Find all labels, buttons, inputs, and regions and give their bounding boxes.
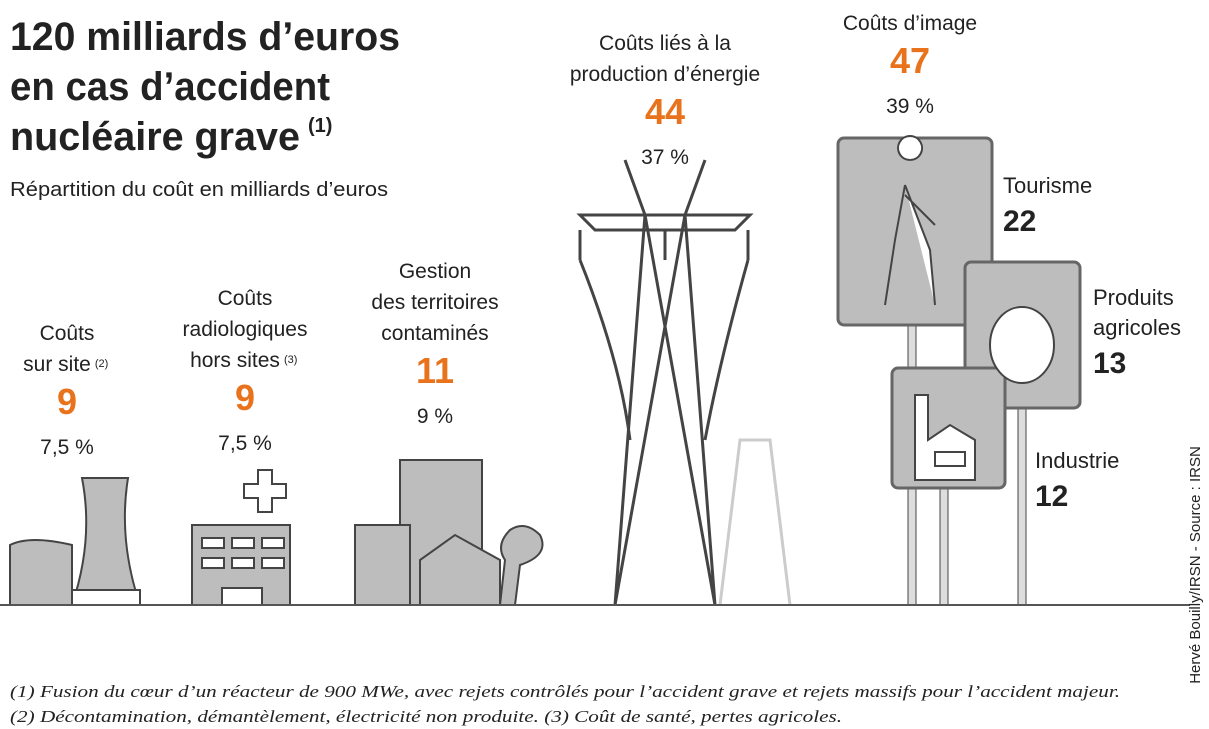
image-cost-value: 12 [1035, 480, 1068, 513]
item-label: radiologiques [183, 318, 308, 341]
illustrations [0, 135, 1190, 606]
item-share: 37 % [641, 146, 689, 169]
item-label: Coûts [40, 322, 95, 345]
item-share: 9 % [417, 405, 453, 428]
image-cost-label: agricoles [1093, 315, 1181, 340]
item-note: (3) [284, 354, 297, 366]
image-cost-value: 13 [1093, 347, 1126, 380]
image-cost-label: Produits [1093, 285, 1174, 310]
credit: Hervé Bouilly/IRSN - Source : IRSN [1187, 446, 1204, 684]
item-note: (2) [95, 358, 108, 370]
item-value: 11 [416, 350, 454, 391]
item-share: 7,5 % [218, 432, 272, 455]
item-label: Gestion [399, 260, 471, 283]
item-label: hors sites [190, 349, 280, 372]
title-note: (1) [308, 115, 332, 137]
item-label: sur site [23, 353, 91, 376]
item-label: production d’énergie [570, 63, 760, 86]
footnote: (1) Fusion du cœur d’un réacteur de 900 … [10, 682, 1120, 701]
subtitle: Répartition du coût en milliards d’euros [10, 179, 388, 201]
item-label: contaminés [381, 322, 488, 345]
item-value: 44 [645, 91, 685, 132]
footnote: (2) Décontamination, démantèlement, élec… [10, 707, 842, 726]
title-line: 120 milliards d’euros [10, 15, 400, 59]
image-cost-value: 22 [1003, 205, 1036, 238]
item-label: Coûts d’image [843, 12, 977, 35]
item-label: Coûts [218, 287, 273, 310]
title-line: en cas d’accident [10, 65, 330, 109]
item-label: Coûts liés à la [599, 32, 731, 55]
item-value: 47 [890, 40, 930, 81]
item-value: 9 [235, 377, 255, 418]
image-cost-label: Industrie [1035, 448, 1119, 473]
title-line: nucléaire grave [10, 115, 300, 159]
item-value: 9 [57, 381, 77, 422]
item-label: des territoires [371, 291, 498, 314]
item-share: 7,5 % [40, 436, 94, 459]
image-cost-label: Tourisme [1003, 173, 1092, 198]
item-share: 39 % [886, 95, 934, 118]
